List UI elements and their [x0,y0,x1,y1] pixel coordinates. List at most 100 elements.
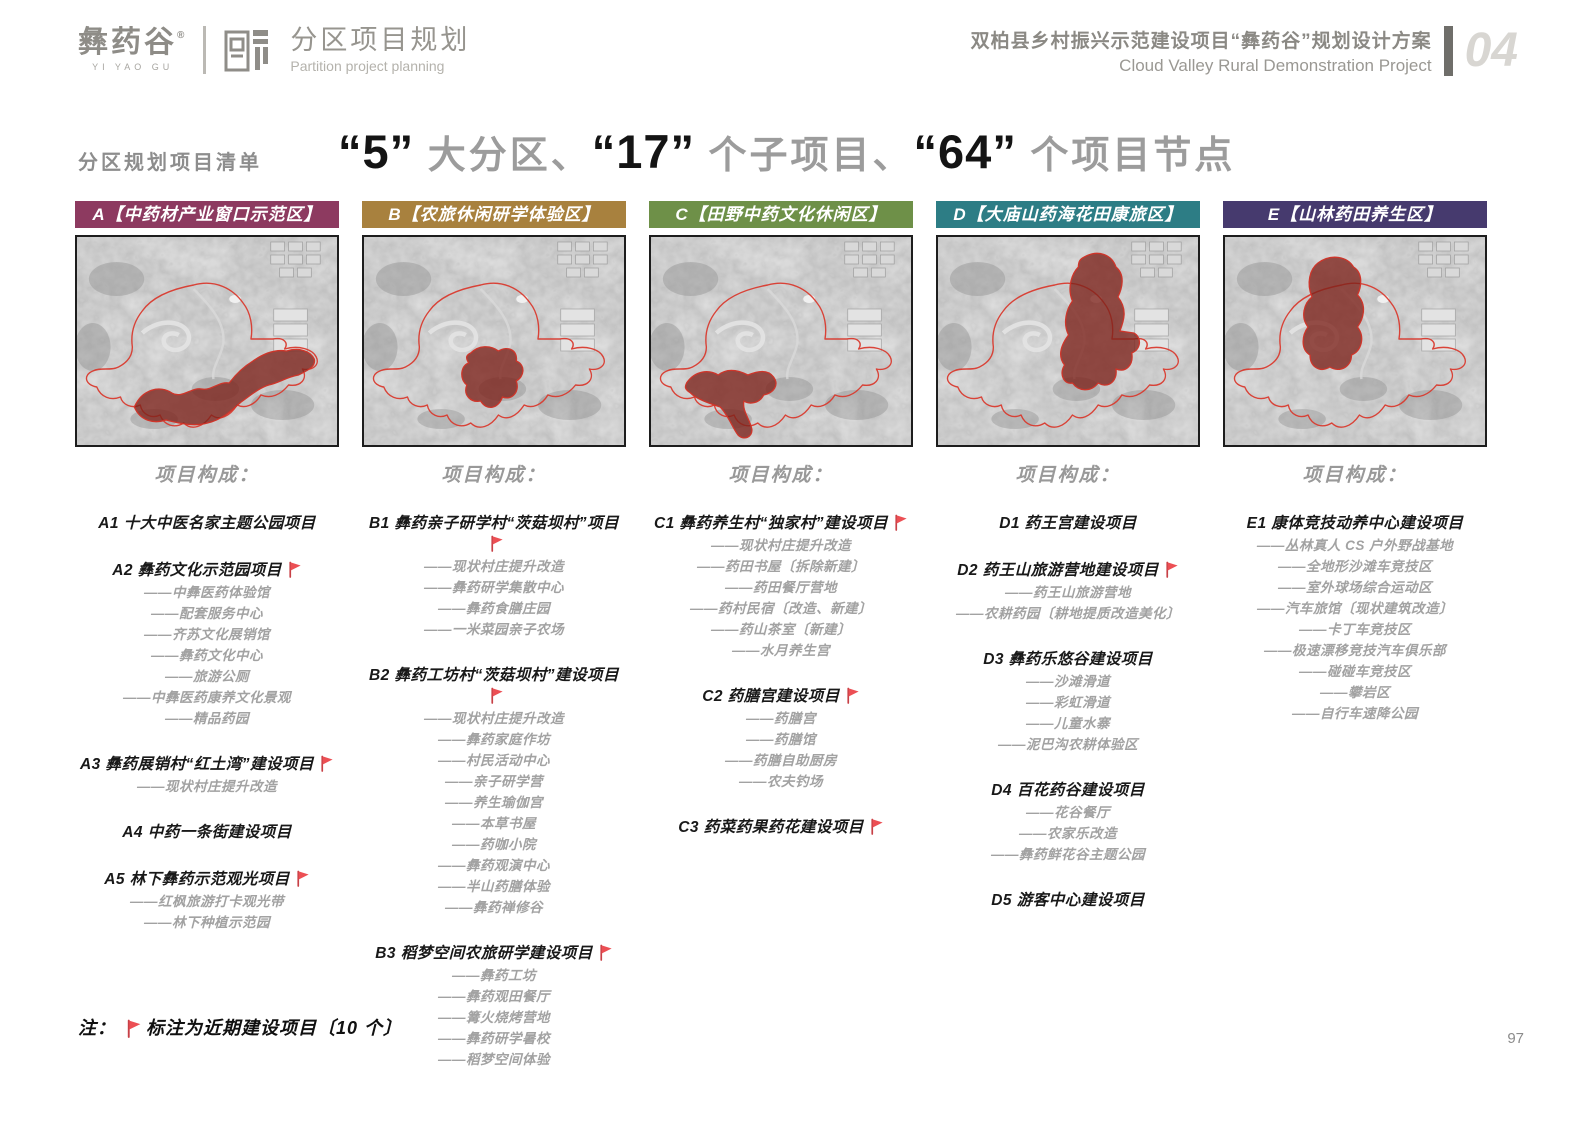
project-subitem: ——篝火烧烤营地 [438,1010,550,1025]
project-subitem: ——现状村庄提升改造 [424,711,564,726]
project-title-text: D4 百花药谷建设项目 [991,782,1145,799]
project-title-text: D5 游客中心建设项目 [991,892,1145,909]
project-item: C2 药膳宫建设项目 ——药膳宫 ——药膳馆 ——药膳自助厨房 ——农夫钓场 [649,686,913,791]
project-subitem: ——彝药文化中心 [151,648,263,663]
zone-map-C [649,235,913,447]
project-subitem: ——水月养生宫 [732,643,830,658]
project-subitem: ——本草书屋 [452,816,536,831]
project-title-text: E1 康体竞技动养中心建设项目 [1246,515,1464,532]
project-subitem: ——旅游公厕 [165,669,249,684]
project-title: C3 药菜药果药花建设项目 [649,817,913,838]
project-subitem: ——药膳自助厨房 [725,753,837,768]
project-title-text: B3 稻梦空间农旅研学建设项目 [375,945,593,962]
registered-mark: ® [177,30,188,41]
project-subitem: ——村民活动中心 [438,753,550,768]
zone-header-A: A【中药材产业窗口示范区】 [75,201,339,228]
project-subitem: ——药膳宫 [746,711,816,726]
project-subitem: ——农家乐改造 [1019,826,1117,841]
project-subitem: ——现状村庄提升改造 [711,538,851,553]
flag-icon [319,754,334,775]
project-title-text: B2 彝药工坊村“茨菇坝村”建设项目 [368,667,620,684]
zone-section-label: 项目构成： [1015,465,1121,486]
list-title: 分区规划项目清单 [78,152,262,174]
project-title-text: C3 药菜药果药花建设项目 [678,819,864,836]
project-title-text: A3 彝药展销村“红土湾”建设项目 [79,756,315,773]
project-subitem: ——儿童水寨 [1026,716,1110,731]
project-subitem: ——彝药鲜花谷主题公园 [991,847,1145,862]
project-subitem: ——碰碰车竞技区 [1299,664,1411,679]
flag-icon [893,513,908,534]
brand-block: 彝药谷® YI YAO GU [78,25,471,74]
note-text: 标注为近期建设项目〔10 个〕 [146,1018,403,1038]
zone-header-B: B【农旅休闲研学体验区】 [362,201,626,228]
project-subitem: ——药山茶室〔新建〕 [711,622,851,637]
zone-column: D【大庙山药海花田康旅区】 项目构成： D1 药王宫建设项目 D2 药王山旅游营地… [936,201,1200,1095]
project-item: D1 药王宫建设项目 [936,513,1200,534]
chapter-number: 04 [1464,24,1518,77]
zone-column: E【山林药田养生区】 项目构成： E1 康体竞技动养中心建设项目 ——丛林真人 C… [1223,201,1487,1095]
project-title-text: B1 彝药亲子研学村“茨菇坝村”项目 [368,515,620,532]
project-title-text: A1 十大中医名家主题公园项目 [98,515,316,532]
divider [203,26,207,74]
project-item: D4 百花药谷建设项目 ——花谷餐厅 ——农家乐改造 ——彝药鲜花谷主题公园 [936,780,1200,864]
project-subitem: ——卡丁车竞技区 [1299,622,1411,637]
project-title: D4 百花药谷建设项目 [936,780,1200,801]
headline-number: “5” [338,125,415,178]
project-subitem: ——中彝医药康养文化景观 [123,690,291,705]
project-title: C1 彝药养生村“独家村”建设项目 [649,513,913,534]
project-subitem: ——亲子研学营 [445,774,543,789]
project-subitem: ——林下种植示范园 [144,915,270,930]
project-item: A3 彝药展销村“红土湾”建设项目 ——现状村庄提升改造 [75,754,339,796]
zone-map-A [75,235,339,447]
project-item: A5 林下彝药示范观光项目 ——红枫旅游打卡观光带 ——林下种植示范园 [75,869,339,932]
project-subitem: ——药膳馆 [746,732,816,747]
project-title-text: A4 中药一条街建设项目 [122,824,292,841]
headline-number: “17” [591,125,695,178]
headline: “5” 大分区、“17” 个子项目、“64” 个项目节点 [338,124,1235,179]
project-subitem: ——药王山旅游营地 [1005,585,1131,600]
project-title-text: D1 药王宫建设项目 [999,515,1137,532]
zone-header-C: C【田野中药文化休闲区】 [649,201,913,228]
project-subitem: ——泥巴沟农耕体验区 [998,737,1138,752]
project-item: C3 药菜药果药花建设项目 [649,817,913,838]
zone-map-D [936,235,1200,447]
flag-icon [869,817,884,838]
project-title-text: D3 彝药乐悠谷建设项目 [983,651,1153,668]
section-title-cn: 分区项目规划 [290,25,471,56]
zone-column: B【农旅休闲研学体验区】 项目构成： B1 彝药亲子研学村“茨菇坝村”项目 ——现… [362,201,626,1095]
headline-text: 个子项目、 [694,135,914,177]
zone-map-B [362,235,626,447]
headline-text: 大分区、 [414,135,592,177]
seal-icon [222,26,270,74]
zone-column: C【田野中药文化休闲区】 项目构成： C1 彝药养生村“独家村”建设项目 ——现状… [649,201,913,1095]
project-title: 双柏县乡村振兴示范建设项目“彝药谷”规划设计方案 Cloud Valley Ru… [971,26,1432,76]
project-title: D1 药王宫建设项目 [936,513,1200,534]
project-title-text: A5 林下彝药示范观光项目 [104,871,290,888]
brand-logo: 彝药谷® YI YAO GU [78,28,188,73]
project-subitem: ——药田书屋〔拆除新建〕 [697,559,865,574]
project-subitem: ——农夫钓场 [739,774,823,789]
flag-icon [598,943,613,964]
zone-map-E [1223,235,1487,447]
flag-icon [489,534,504,555]
project-title-text: C2 药膳宫建设项目 [702,688,840,705]
project-title: A3 彝药展销村“红土湾”建设项目 [75,754,339,775]
project-subitem: ——药村民宿〔改造、新建〕 [690,601,872,616]
project-title: C2 药膳宫建设项目 [649,686,913,707]
note-prefix: 注： [78,1018,116,1038]
project-subitem: ——配套服务中心 [151,606,263,621]
section-title: 分区项目规划 Partition project planning [290,25,471,74]
project-subitem: ——室外球场综合运动区 [1278,580,1432,595]
zone-header-E: E【山林药田养生区】 [1223,201,1487,228]
project-item: C1 彝药养生村“独家村”建设项目 ——现状村庄提升改造 ——药田书屋〔拆除新建〕 —… [649,513,913,660]
note: 注： 标注为近期建设项目〔10 个〕 [78,1014,402,1040]
project-title: D2 药王山旅游营地建设项目 [936,560,1200,581]
section-title-en: Partition project planning [290,57,445,74]
headline-text: 个项目节点 [1016,135,1236,177]
project-subitem: ——精品药园 [165,711,249,726]
zone-section-label: 项目构成： [728,465,834,486]
project-subitem: ——彝药研学暑校 [438,1031,550,1046]
project-item: B2 彝药工坊村“茨菇坝村”建设项目 ——现状村庄提升改造 ——彝药家庭作坊 ——村民… [362,665,626,917]
project-item: E1 康体竞技动养中心建设项目 ——丛林真人 CS 户外野战基地 ——全地形沙滩车竞… [1223,513,1487,723]
